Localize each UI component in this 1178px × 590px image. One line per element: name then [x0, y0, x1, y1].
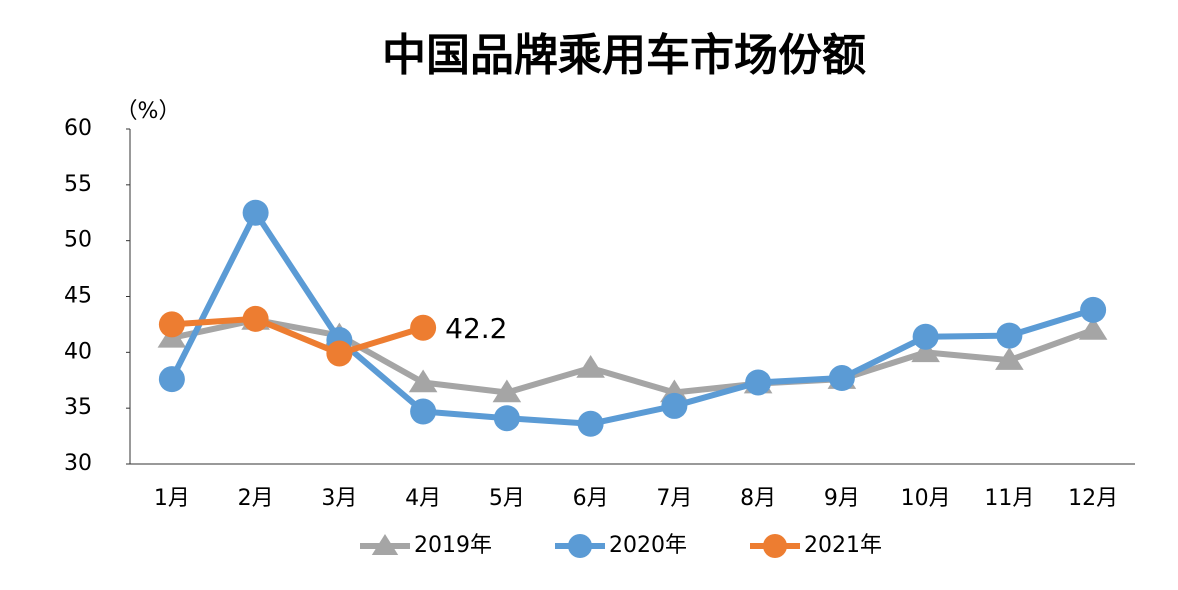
series-line	[171, 316, 1095, 396]
marker	[995, 347, 1024, 370]
y-tick-label: 35	[64, 395, 92, 420]
marker	[492, 379, 522, 403]
x-tick-label: 7月	[656, 486, 692, 511]
x-tick-label: 10月	[901, 486, 951, 511]
x-tick-label: 1月	[154, 486, 190, 511]
marker	[493, 405, 520, 432]
marker	[371, 534, 399, 555]
marker	[577, 410, 604, 437]
legend-label: 2021年	[804, 533, 882, 558]
marker	[158, 311, 185, 338]
marker	[576, 354, 605, 378]
marker	[568, 534, 592, 558]
x-tick-label: 2月	[238, 486, 274, 511]
y-tick-label: 50	[64, 228, 92, 253]
marker	[326, 340, 353, 367]
x-tick-label: 9月	[824, 486, 860, 511]
marker	[661, 392, 688, 419]
x-tick-label: 12月	[1068, 486, 1118, 511]
marker	[408, 369, 438, 393]
x-tick-label: 11月	[984, 486, 1034, 511]
marker	[158, 366, 185, 393]
chart-title: 中国品牌乘用车市场份额	[382, 30, 866, 81]
x-tick-label: 6月	[573, 486, 609, 511]
x-tick-label: 8月	[740, 486, 776, 511]
marker	[242, 199, 269, 226]
y-tick-label: 60	[64, 116, 92, 141]
legend-label: 2020年	[609, 533, 687, 558]
y-tick-label: 55	[64, 172, 92, 197]
y-tick-label: 30	[64, 451, 92, 476]
marker	[763, 534, 787, 558]
marker	[242, 305, 269, 332]
marker	[828, 365, 855, 392]
marker	[996, 322, 1023, 349]
y-tick-label: 45	[64, 284, 92, 309]
marker	[410, 314, 437, 341]
x-tick-label: 5月	[489, 486, 525, 511]
data-label: 42.2	[445, 312, 507, 345]
series-line	[171, 315, 425, 357]
marker	[912, 323, 939, 350]
marker	[745, 369, 772, 396]
marker	[410, 398, 437, 425]
y-tick-label: 40	[64, 339, 92, 364]
marker	[1078, 317, 1108, 340]
legend-label: 2019年	[414, 533, 492, 558]
series-line	[169, 209, 1095, 427]
x-tick-label: 3月	[321, 486, 357, 511]
marker	[1080, 296, 1107, 323]
y-axis-label: （%）	[116, 99, 181, 124]
marker	[911, 339, 940, 363]
x-tick-label: 4月	[405, 486, 441, 511]
